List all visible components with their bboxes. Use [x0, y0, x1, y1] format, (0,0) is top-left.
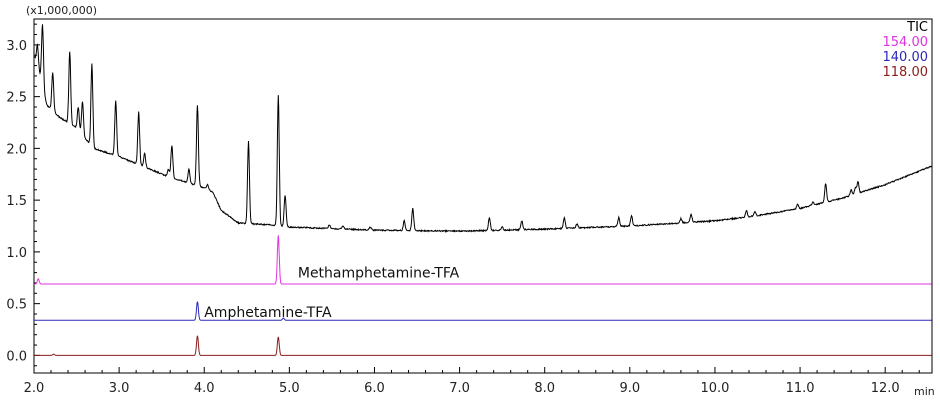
- traces: [33, 24, 933, 356]
- y-tick-label: 0.5: [6, 298, 27, 313]
- legend-entry: 154.00: [883, 35, 929, 50]
- x-tick-label: 2.0: [24, 381, 45, 396]
- x-axis: 2.0 3.0 4.0 5.0 6.0 7.0 8.0 9.0 10.0 11.0 12.0: [24, 367, 920, 396]
- peak-annotation: Methamphetamine-TFA: [298, 266, 460, 282]
- y-multiplier-label: (x1,000,000): [26, 4, 97, 17]
- x-tick-label: 9.0: [619, 381, 640, 396]
- y-axis: 0.0 0.5 1.0 1.5 2.0 2.5 3.0: [6, 23, 40, 367]
- x-tick-label: 12.0: [871, 381, 900, 396]
- y-tick-label: 3.0: [6, 39, 27, 54]
- trace-TIC: [33, 24, 933, 233]
- x-tick-label: 3.0: [109, 381, 130, 396]
- x-tick-label: 4.0: [194, 381, 215, 396]
- legend-entry: TIC: [906, 20, 928, 35]
- trace-154-00: [34, 235, 932, 285]
- y-tick-label: 1.0: [6, 246, 27, 261]
- legend-entry: 118.00: [883, 65, 929, 80]
- plot-frame: [33, 18, 933, 374]
- annotations: Methamphetamine-TFA Amphetamine-TFA: [204, 266, 459, 321]
- trace-140-00: [34, 301, 932, 321]
- trace-118-00: [34, 335, 932, 356]
- x-tick-label: 6.0: [364, 381, 385, 396]
- x-tick-label: 11.0: [786, 381, 815, 396]
- x-tick-label: 7.0: [449, 381, 470, 396]
- peak-annotation: Amphetamine-TFA: [204, 305, 332, 321]
- x-tick-label: 10.0: [700, 381, 729, 396]
- legend-entry: 140.00: [883, 50, 929, 65]
- y-tick-label: 2.0: [6, 142, 27, 157]
- x-tick-label: 5.0: [279, 381, 300, 396]
- x-tick-label: 8.0: [534, 381, 555, 396]
- x-axis-label: min: [914, 385, 935, 398]
- y-tick-label: 2.5: [6, 91, 27, 106]
- y-tick-label: 0.0: [6, 349, 27, 364]
- y-tick-label: 1.5: [6, 194, 27, 209]
